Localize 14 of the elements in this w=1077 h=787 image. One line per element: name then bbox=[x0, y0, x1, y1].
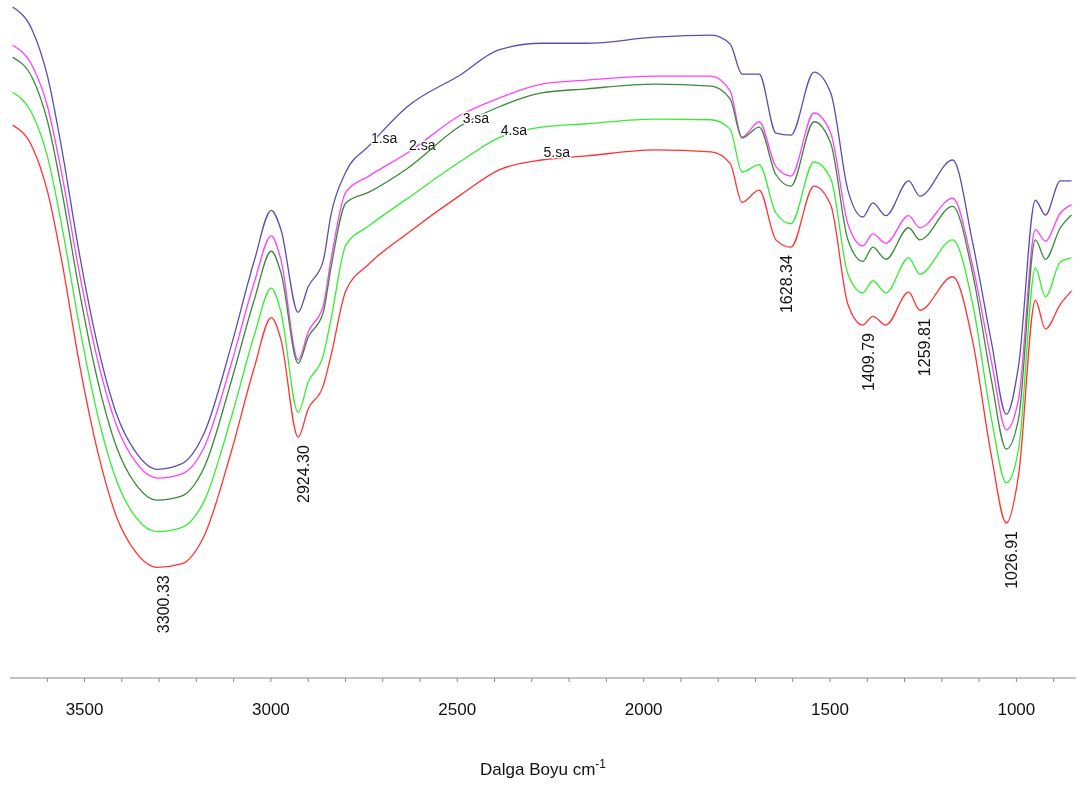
x-tick-label: 1000 bbox=[997, 700, 1036, 719]
annotation: 3300.33 bbox=[155, 575, 173, 634]
annotation: 1628.34 bbox=[778, 255, 796, 314]
annotation: 1409.79 bbox=[859, 332, 877, 391]
x-axis-title: Dalga Boyu cm$^{-1}$ bbox=[480, 757, 607, 779]
series-label: 5.sa bbox=[543, 143, 571, 160]
x-tick-label: 3500 bbox=[65, 700, 104, 719]
x-tick-label: 1500 bbox=[811, 700, 849, 719]
x-tick-label: 3000 bbox=[252, 700, 290, 719]
x-tick-label: 2000 bbox=[624, 700, 663, 719]
annotation: 1026.91 bbox=[1002, 530, 1020, 589]
annotation: 2924.30 bbox=[295, 445, 313, 503]
x-tick-label: 2500 bbox=[438, 700, 477, 719]
annotation: 1259.81 bbox=[915, 318, 933, 377]
